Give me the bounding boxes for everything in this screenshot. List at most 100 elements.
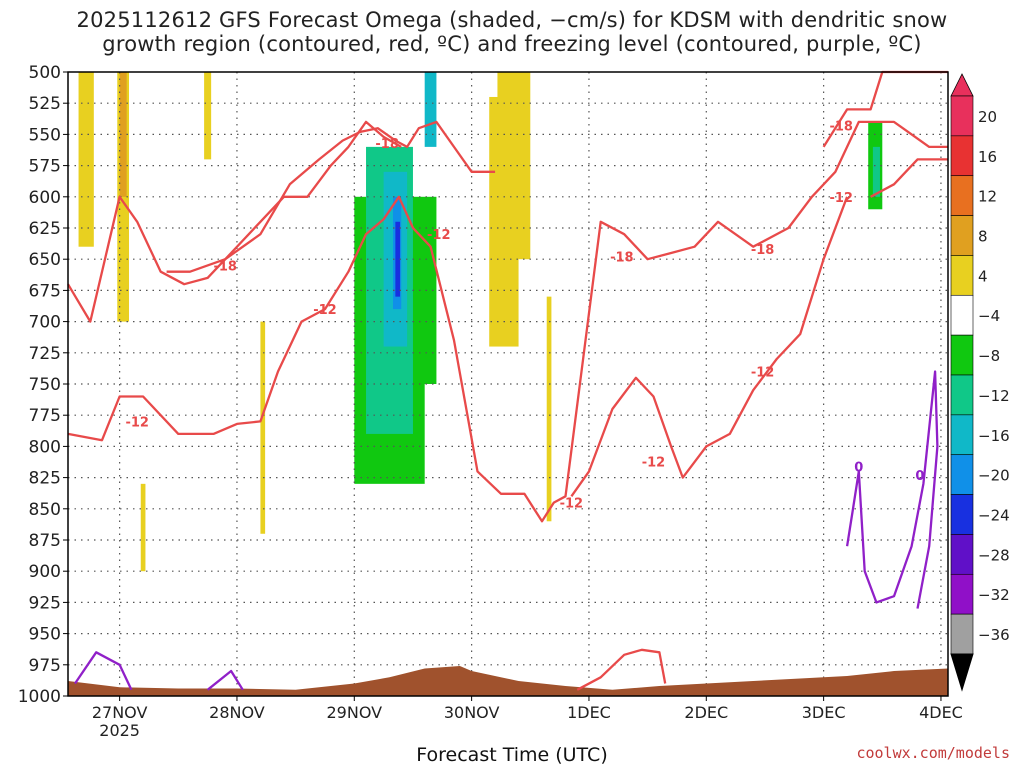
- y-tick-label: 725: [29, 344, 61, 364]
- y-tick-label: 925: [29, 593, 61, 613]
- colorbar-label-8: −16: [978, 427, 1010, 445]
- colorbar-swatch-11: [950, 534, 974, 575]
- y-tick-label: 800: [29, 437, 61, 457]
- omega-shade-3: [204, 72, 212, 160]
- credit-text: coolwx.com/models: [856, 744, 1010, 762]
- colorbar-label-6: −8: [978, 347, 1000, 365]
- contour-label-6: -12: [313, 303, 337, 318]
- colorbar-swatch-8: [950, 414, 974, 456]
- colorbar-label-0: 20: [978, 108, 997, 126]
- contour-9: [845, 370, 939, 609]
- colorbar-label-4: 4: [978, 267, 988, 285]
- colorbar-label-12: −32: [978, 586, 1010, 604]
- y-tick-label: 575: [29, 157, 61, 177]
- contour-label-4: -18: [829, 120, 853, 135]
- x-tick-label: 28NOV: [209, 703, 265, 722]
- colorbar-swatch-6: [950, 334, 974, 376]
- y-tick-label: 650: [29, 250, 61, 270]
- y-tick-label: 825: [29, 469, 61, 489]
- contour-label-13: 0: [915, 469, 924, 484]
- x-tick-label: 30NOV: [444, 703, 500, 722]
- omega-shade-4: [260, 321, 266, 534]
- y-tick-label: 850: [29, 500, 61, 520]
- colorbar-label-10: −24: [978, 507, 1010, 525]
- colorbar-label-2: 12: [978, 188, 997, 206]
- x-tick-label: 3DEC: [802, 703, 846, 722]
- x-tick-label: 29NOV: [326, 703, 382, 722]
- omega-shade-0: [78, 72, 94, 247]
- colorbar-label-5: −4: [978, 307, 1000, 325]
- y-tick-label: 775: [29, 406, 61, 426]
- colorbar-top-arrow: [950, 73, 974, 97]
- contour-8: [206, 669, 244, 691]
- colorbar-bottom-arrow: [950, 653, 974, 692]
- y-tick-label: 625: [29, 219, 61, 239]
- colorbar-swatch-2: [950, 175, 974, 216]
- y-tick-label: 600: [29, 188, 61, 208]
- x-tick-label: 4DEC: [919, 703, 963, 722]
- contour-label-0: -18: [213, 259, 237, 274]
- contour-7: [74, 651, 133, 691]
- x-tick-label: 27NOV: [92, 703, 148, 722]
- colorbar-label-13: −36: [978, 626, 1010, 644]
- contour-3: [570, 196, 849, 497]
- y-tick-label: 1000: [18, 687, 61, 707]
- omega-shade-5: [140, 483, 146, 572]
- contour-label-9: -12: [642, 455, 666, 470]
- terrain-fill: [68, 666, 948, 696]
- colorbar-swatch-5: [950, 294, 974, 336]
- x-year-label: 2025: [99, 721, 140, 740]
- y-tick-label: 875: [29, 531, 61, 551]
- contour-label-2: -18: [610, 251, 634, 266]
- y-tick-label: 525: [29, 94, 61, 114]
- colorbar-label-7: −12: [978, 387, 1010, 405]
- omega-shade-19: [872, 146, 880, 197]
- colorbar-swatch-7: [950, 374, 974, 416]
- y-tick-label: 950: [29, 625, 61, 645]
- contour-label-1: -18: [375, 137, 399, 152]
- colorbar-label-9: −20: [978, 467, 1010, 485]
- contour-label-3: -18: [751, 243, 775, 258]
- colorbar-swatch-1: [950, 135, 974, 177]
- contour-5: [870, 158, 948, 198]
- y-tick-label: 700: [29, 313, 61, 333]
- chart-title-line-1: 2025112612 GFS Forecast Omega (shaded, −…: [76, 8, 948, 32]
- colorbar-swatch-13: [950, 613, 974, 655]
- omega-shade-12: [424, 72, 437, 147]
- omega-shade-21: [882, 321, 895, 522]
- contour-label-12: 0: [854, 460, 863, 475]
- contour-2: [67, 120, 948, 523]
- y-tick-label: 750: [29, 375, 61, 395]
- colorbar-swatch-9: [950, 454, 974, 495]
- chart-title-line-2: growth region (contoured, red, ºC) and f…: [102, 32, 922, 56]
- contour-6: [576, 648, 667, 691]
- colorbar-label-3: 8: [978, 228, 988, 246]
- colorbar-swatch-12: [950, 573, 974, 615]
- y-tick-label: 550: [29, 125, 61, 145]
- contour-1: [67, 120, 402, 323]
- omega-shade-22: [912, 421, 920, 453]
- colorbar-label-1: 16: [978, 148, 997, 166]
- contour-label-7: -12: [427, 228, 451, 243]
- contour-label-10: -12: [751, 366, 775, 381]
- colorbar-swatch-4: [950, 255, 974, 296]
- y-tick-label: 975: [29, 656, 61, 676]
- x-tick-label: 1DEC: [567, 703, 611, 722]
- x-tick-label: 2DEC: [684, 703, 728, 722]
- omega-shade-16: [546, 296, 552, 522]
- y-tick-label: 675: [29, 281, 61, 301]
- contour-label-5: -12: [125, 415, 149, 430]
- contour-label-11: -12: [829, 191, 853, 206]
- colorbar-label-11: −28: [978, 546, 1010, 564]
- y-tick-label: 500: [29, 63, 61, 83]
- contour-0: [166, 120, 496, 273]
- contour-label-8: -12: [560, 497, 584, 512]
- omega-shade-11: [395, 221, 401, 297]
- colorbar-swatch-10: [950, 494, 974, 535]
- colorbar-swatch-3: [950, 215, 974, 256]
- omega-shade-2: [119, 72, 127, 197]
- x-axis-title: Forecast Time (UTC): [416, 744, 608, 766]
- y-tick-label: 900: [29, 562, 61, 582]
- colorbar-swatch-0: [950, 95, 974, 137]
